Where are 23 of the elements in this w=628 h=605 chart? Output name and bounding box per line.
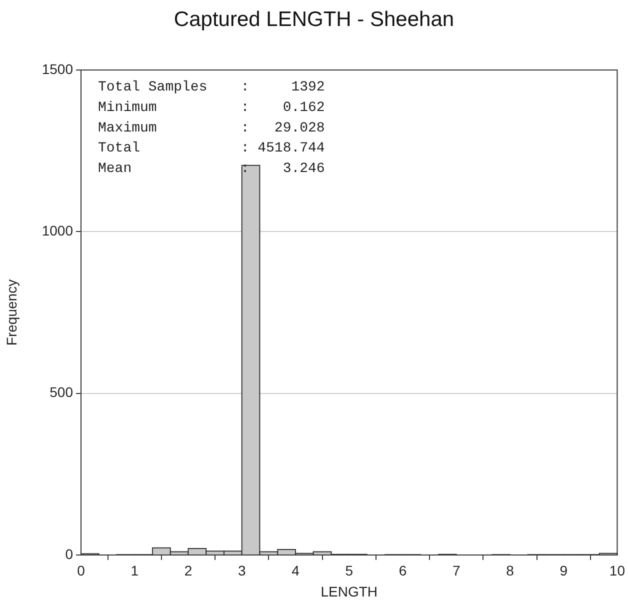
chart-title: Captured LENGTH - Sheehan <box>172 8 456 32</box>
x-tick-label: 7 <box>452 562 460 578</box>
annotation: Total Samples : 1392 <box>98 80 325 96</box>
annotation: Maximum : 29.028 <box>98 120 325 136</box>
y-tick-label: 500 <box>50 384 74 400</box>
x-tick-label: 8 <box>506 562 514 578</box>
x-axis-title: LENGTH <box>320 583 378 600</box>
x-tick-label: 0 <box>77 562 86 578</box>
x-tick-label: 6 <box>398 562 407 578</box>
x-tick-label: 4 <box>292 562 300 578</box>
x-tick-label: 1 <box>130 562 139 578</box>
x-tick-label: 2 <box>184 562 192 578</box>
y-tick-label: 0 <box>65 546 74 562</box>
x-tick-label: 3 <box>238 562 246 578</box>
x-tick-label: 9 <box>560 562 568 578</box>
y-tick-label: 1500 <box>42 60 74 77</box>
annotation: Mean : 3.246 <box>98 160 325 177</box>
x-tick-label: 5 <box>345 562 354 578</box>
x-tick-label: 10 <box>609 562 626 578</box>
annotation: Minimum : 0.162 <box>98 100 325 116</box>
y-tick-label: 1000 <box>42 222 74 239</box>
annotation: Total : 4518.744 <box>98 140 325 157</box>
y-axis-title: Frequency <box>3 279 20 346</box>
